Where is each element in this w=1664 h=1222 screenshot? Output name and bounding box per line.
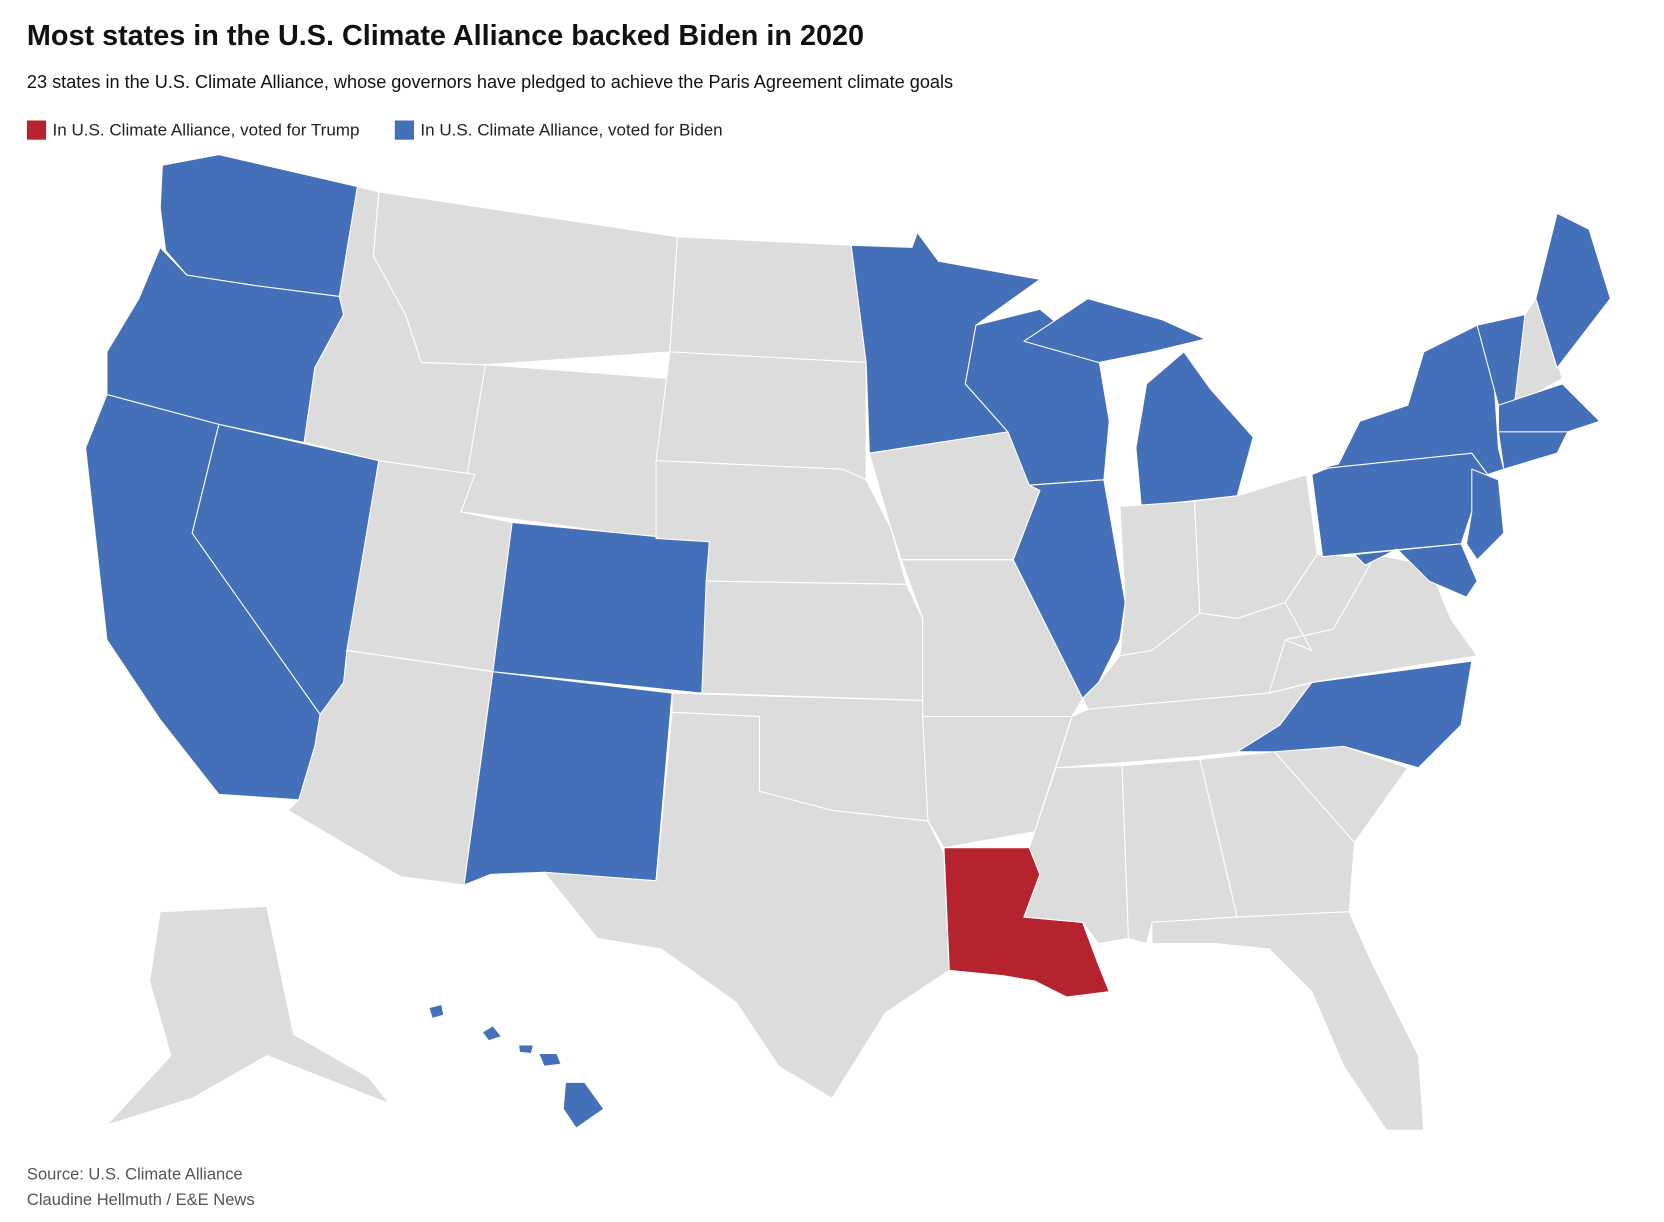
state xyxy=(106,905,391,1126)
state xyxy=(428,1003,445,1019)
state xyxy=(372,191,678,366)
state xyxy=(1497,431,1569,470)
state xyxy=(1465,468,1505,561)
state xyxy=(655,351,867,481)
state xyxy=(460,364,671,540)
state xyxy=(1316,324,1505,476)
state xyxy=(517,1044,534,1055)
state xyxy=(669,236,867,364)
legend-label: In U.S. Climate Alliance, voted for Trum… xyxy=(53,121,360,140)
source: Source: U.S. Climate Alliance xyxy=(27,1164,243,1183)
state xyxy=(1236,660,1473,769)
subtitle: 23 states in the U.S. Climate Alliance, … xyxy=(27,72,953,92)
legend-label: In U.S. Climate Alliance, voted for Bide… xyxy=(420,121,722,140)
state xyxy=(1151,911,1425,1131)
state xyxy=(538,1052,562,1067)
state xyxy=(562,1081,605,1129)
legend-swatch xyxy=(394,120,415,140)
state xyxy=(463,671,673,886)
state xyxy=(1311,452,1489,558)
credit: Claudine Hellmuth / E&E News xyxy=(27,1190,255,1209)
state xyxy=(1023,298,1206,364)
title: Most states in the U.S. Climate Alliance… xyxy=(27,20,864,52)
legend: In U.S. Climate Alliance, voted for Trum… xyxy=(26,120,723,140)
legend-swatch xyxy=(26,120,47,140)
state xyxy=(1353,543,1478,598)
state xyxy=(868,431,1041,561)
state xyxy=(481,1025,502,1042)
state xyxy=(922,716,1073,849)
state xyxy=(1497,383,1601,433)
state xyxy=(543,711,950,1099)
state xyxy=(1513,298,1563,406)
state xyxy=(1199,751,1356,918)
state xyxy=(1135,351,1254,508)
state xyxy=(701,580,924,702)
state xyxy=(1535,212,1611,369)
state xyxy=(492,521,710,694)
us-map xyxy=(85,154,1611,1131)
